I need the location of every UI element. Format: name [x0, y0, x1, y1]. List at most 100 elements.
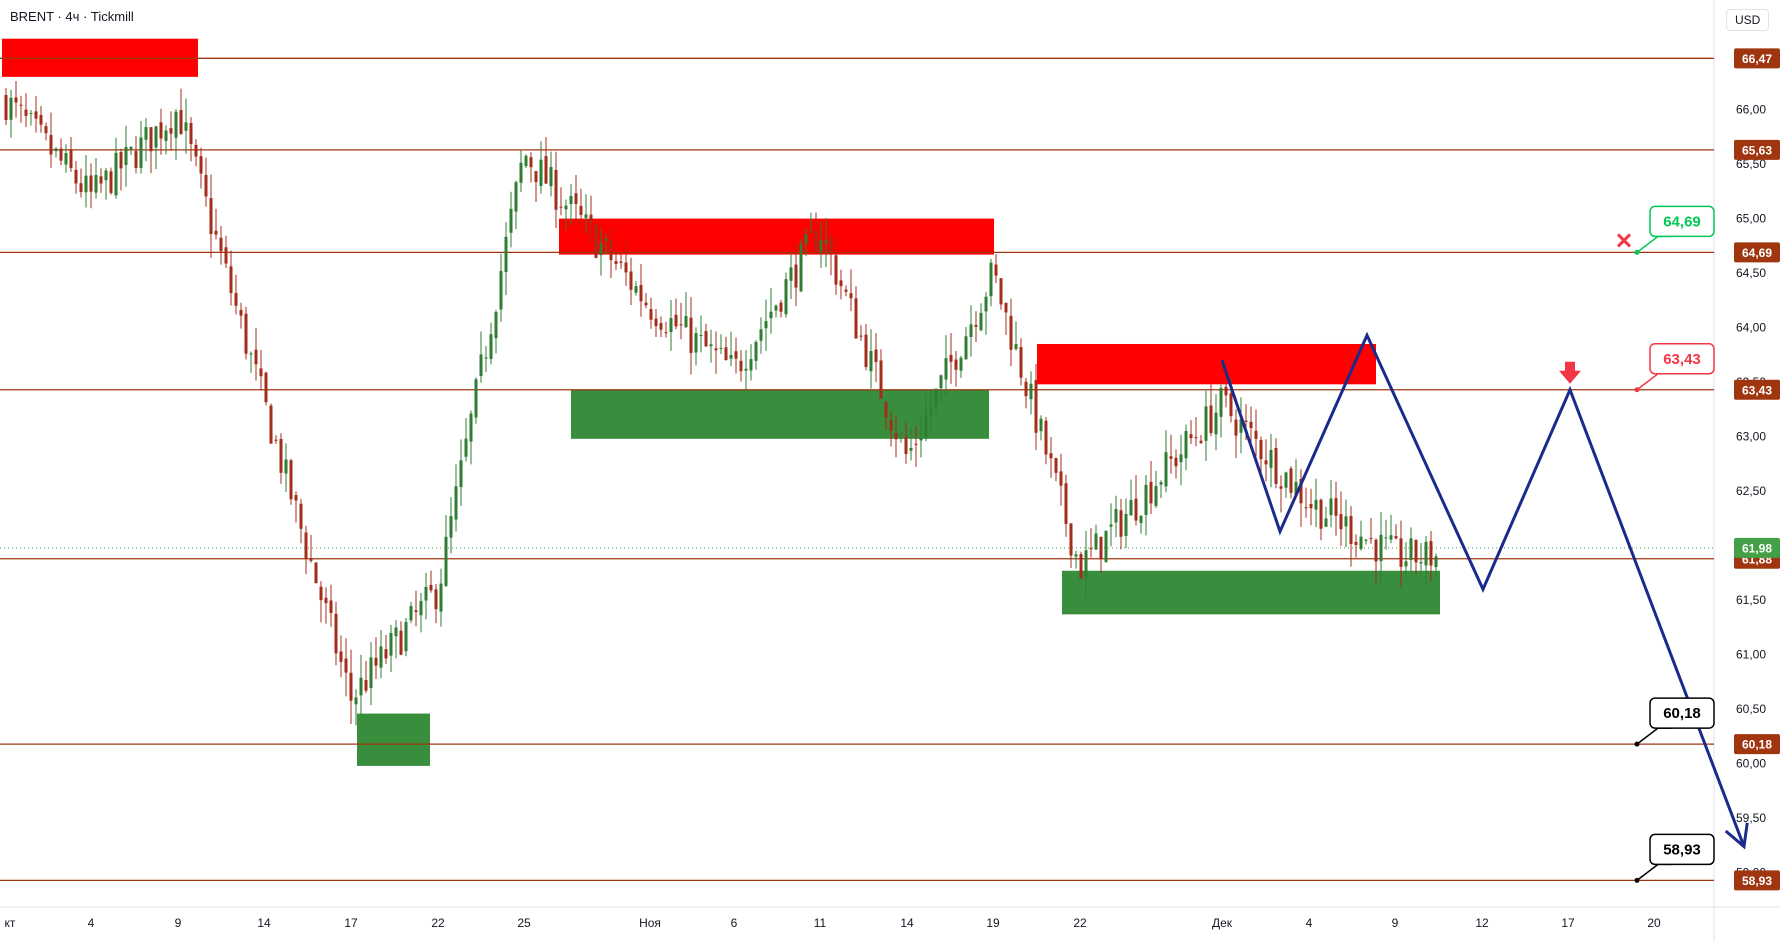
time-tick-label: 14: [257, 916, 271, 930]
candle-body: [1104, 530, 1108, 562]
candle-body: [1109, 524, 1113, 527]
candle-body: [44, 126, 48, 134]
level-price-label: 58,93: [1742, 874, 1772, 888]
candle-body: [994, 264, 998, 276]
candle-body: [214, 230, 218, 235]
candle-body: [789, 267, 793, 281]
candle-body: [964, 336, 968, 360]
candle-body: [699, 334, 703, 336]
candle-body: [629, 271, 633, 290]
candle-body: [334, 613, 338, 654]
candle-body: [84, 175, 88, 193]
candle-body: [1009, 315, 1013, 350]
candle-body: [1229, 393, 1233, 417]
candles: [4, 81, 1438, 726]
candle-body: [384, 649, 388, 659]
candle-body: [969, 324, 973, 337]
candle-body: [399, 630, 403, 655]
candle-body: [464, 438, 468, 457]
candle-body: [139, 137, 143, 168]
candle-body: [794, 264, 798, 288]
callout-box: [1649, 343, 1715, 375]
candle-body: [1039, 418, 1043, 432]
candle-body: [1269, 450, 1273, 468]
time-tick-label: Дек: [1212, 916, 1233, 930]
candle-body: [624, 262, 628, 273]
time-tick-label: 14: [900, 916, 914, 930]
candle-body: [1254, 430, 1258, 439]
support-zone: [357, 713, 430, 766]
candle-body: [819, 240, 823, 252]
candle-body: [1369, 538, 1373, 540]
candle-body: [1399, 538, 1403, 567]
candle-body: [679, 324, 683, 326]
candle-body: [619, 261, 623, 263]
price-tick-label: 64,00: [1736, 321, 1766, 335]
candle-body: [659, 323, 663, 330]
candle-body: [89, 175, 93, 192]
candle-body: [1174, 457, 1178, 467]
candle-body: [939, 375, 943, 389]
time-tick-label: 12: [1475, 916, 1489, 930]
level-price-label: 66,47: [1742, 52, 1772, 66]
candle-body: [349, 672, 353, 701]
candle-body: [1349, 516, 1353, 545]
candle-body: [434, 589, 438, 610]
candle-body: [239, 309, 243, 316]
candle-body: [264, 372, 268, 403]
candle-body: [269, 405, 273, 444]
candle-body: [1084, 550, 1088, 578]
candle-body: [874, 349, 878, 362]
forecast-path: [1220, 331, 1746, 848]
candle-body: [329, 600, 333, 613]
candle-body: [589, 214, 593, 223]
candle-body: [1299, 479, 1303, 504]
candle-body: [339, 651, 343, 662]
candle-body: [884, 402, 888, 418]
candle-body: [739, 360, 743, 372]
price-tick-label: 65,00: [1736, 212, 1766, 226]
candle-body: [489, 334, 493, 359]
candle-body: [824, 240, 828, 244]
price-axis: 66,0065,5065,0064,5064,0063,5063,0062,50…: [1734, 48, 1780, 891]
candle-body: [944, 358, 948, 380]
candle-body: [859, 335, 863, 337]
candle-body: [1139, 515, 1143, 523]
candle-body: [934, 388, 938, 407]
candle-body: [279, 439, 283, 473]
candle-body: [169, 128, 173, 134]
down-arrow-icon: [1559, 361, 1581, 384]
support-zone: [1062, 570, 1440, 615]
candle-body: [1049, 453, 1053, 459]
candle-body: [879, 360, 883, 399]
candle-body: [984, 296, 988, 312]
candle-body: [1179, 454, 1183, 463]
candle-body: [889, 420, 893, 431]
candle-body: [1354, 541, 1358, 545]
candle-body: [189, 123, 193, 144]
price-tick-label: 62,50: [1736, 484, 1766, 498]
time-tick-label: 11: [814, 916, 827, 930]
candle-body: [524, 155, 528, 167]
candle-body: [954, 359, 958, 370]
level-price-tag: [1734, 139, 1780, 160]
candle-body: [709, 344, 713, 347]
candle-body: [494, 312, 498, 339]
candle-body: [254, 349, 258, 365]
candle-body: [74, 169, 78, 184]
candle-body: [1244, 420, 1248, 422]
candle-body: [1029, 383, 1033, 400]
candle-body: [529, 157, 533, 168]
currency-button[interactable]: USD: [1726, 9, 1770, 31]
candle-body: [1114, 509, 1118, 523]
candle-body: [594, 224, 598, 258]
candle-body: [914, 443, 918, 445]
candle-body: [1199, 440, 1203, 443]
candle-body: [459, 460, 463, 488]
candle-body: [974, 324, 978, 327]
chart-title: BRENT · 4ч · Tickmill: [10, 9, 134, 24]
time-tick-label: 20: [1647, 916, 1661, 930]
candle-body: [1304, 507, 1308, 509]
